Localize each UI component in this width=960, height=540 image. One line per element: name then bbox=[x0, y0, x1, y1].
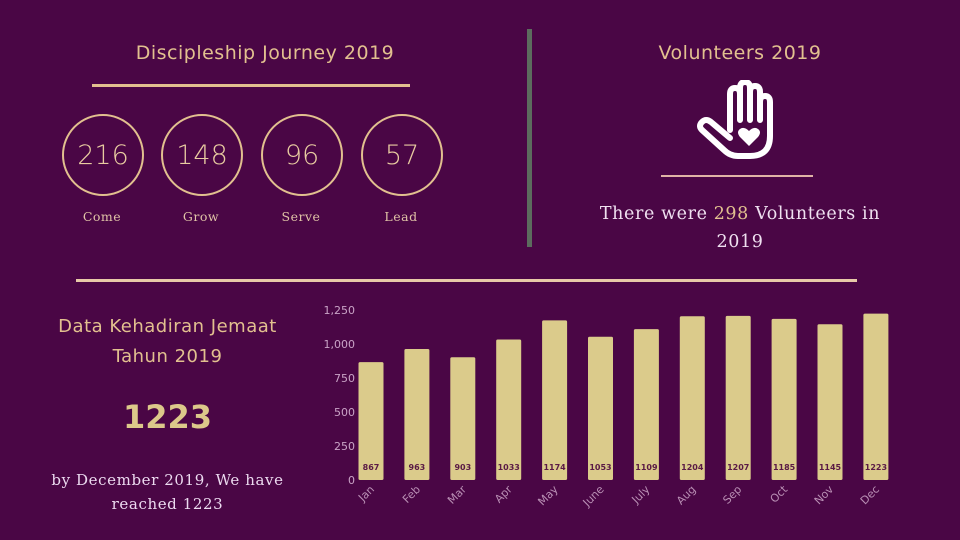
discipleship-title: Discipleship Journey 2019 bbox=[135, 42, 395, 64]
volunteers-summary: There were 298 Volunteers in 2019 bbox=[590, 200, 890, 256]
stage-value: 96 bbox=[284, 139, 320, 171]
x-tick-label: Jan bbox=[355, 483, 377, 505]
stage-label-serve: Serve bbox=[281, 209, 321, 224]
stage-circle-lead: 57 bbox=[361, 114, 443, 196]
attendance-total: 1223 bbox=[122, 398, 213, 436]
x-tick-label: Apr bbox=[492, 483, 515, 506]
x-tick-label: Feb bbox=[400, 483, 423, 506]
x-tick-label: July bbox=[629, 483, 653, 507]
vertical-divider bbox=[527, 29, 532, 247]
bar-june bbox=[588, 336, 613, 480]
x-tick-label: Mar bbox=[445, 483, 469, 507]
bar-value-label: 903 bbox=[454, 463, 471, 472]
bar-july bbox=[633, 329, 659, 480]
stage-label-grow: Grow bbox=[182, 209, 220, 224]
stage-value: 57 bbox=[384, 139, 420, 171]
bar-value-label: 1145 bbox=[819, 463, 842, 472]
bar-dec bbox=[863, 313, 889, 480]
attendance-description: by December 2019, We have reached 1223 bbox=[51, 471, 284, 513]
bar-value-label: 867 bbox=[363, 463, 380, 472]
bar-sep bbox=[725, 315, 751, 480]
bar-may bbox=[542, 320, 568, 480]
x-tick-label: June bbox=[580, 483, 607, 510]
bar-value-label: 1174 bbox=[543, 463, 566, 472]
bar-value-label: 1204 bbox=[681, 463, 704, 472]
volunteers-count: 298 bbox=[713, 204, 749, 224]
bar-value-label: 1033 bbox=[498, 463, 520, 472]
attendance-title-line1: Data Kehadiran Jemaat bbox=[58, 316, 277, 337]
bar-value-label: 1053 bbox=[589, 463, 611, 472]
attendance-title: Data Kehadiran Jemaat Tahun 2019 bbox=[20, 312, 315, 372]
volunteers-text-after: Volunteers in 2019 bbox=[716, 204, 881, 252]
stage-label-come: Come bbox=[82, 209, 122, 224]
y-tick-label: 1,000 bbox=[324, 338, 356, 351]
stage-value: 216 bbox=[77, 139, 129, 171]
y-tick-label: 250 bbox=[334, 440, 355, 453]
stage-value: 148 bbox=[176, 139, 228, 171]
bar-value-label: 1185 bbox=[773, 463, 796, 472]
bar-value-label: 1207 bbox=[727, 463, 749, 472]
x-tick-label: May bbox=[535, 483, 561, 509]
volunteers-underline bbox=[661, 175, 813, 177]
y-tick-label: 500 bbox=[334, 406, 355, 419]
bar-value-label: 1223 bbox=[865, 463, 887, 472]
bar-mar bbox=[450, 357, 476, 480]
bar-nov bbox=[817, 324, 843, 480]
bar-value-label: 1109 bbox=[635, 463, 658, 472]
attendance-title-line2: Tahun 2019 bbox=[112, 346, 223, 367]
x-tick-label: Nov bbox=[812, 483, 837, 508]
bar-apr bbox=[496, 339, 522, 480]
y-tick-label: 0 bbox=[348, 474, 355, 487]
bar-aug bbox=[679, 316, 705, 480]
y-tick-label: 750 bbox=[334, 372, 355, 385]
x-tick-label: Dec bbox=[858, 483, 882, 507]
stage-circle-grow: 148 bbox=[161, 114, 243, 196]
stage-circle-come: 216 bbox=[62, 114, 144, 196]
bar-oct bbox=[771, 318, 797, 480]
y-tick-label: 1,250 bbox=[324, 304, 356, 317]
bar-value-label: 963 bbox=[409, 463, 426, 472]
x-tick-label: Aug bbox=[674, 483, 698, 507]
x-tick-label: Oct bbox=[768, 482, 791, 505]
bar-feb bbox=[404, 349, 430, 480]
hand-heart-icon bbox=[694, 79, 786, 162]
stage-circle-serve: 96 bbox=[261, 114, 343, 196]
discipleship-underline bbox=[92, 84, 410, 87]
bar-jan bbox=[358, 362, 384, 480]
volunteers-text-before: There were bbox=[599, 204, 714, 224]
stage-label-lead: Lead bbox=[384, 209, 418, 224]
x-tick-label: Sep bbox=[720, 483, 744, 507]
horizontal-divider bbox=[76, 279, 857, 282]
volunteers-title: Volunteers 2019 bbox=[658, 42, 822, 64]
